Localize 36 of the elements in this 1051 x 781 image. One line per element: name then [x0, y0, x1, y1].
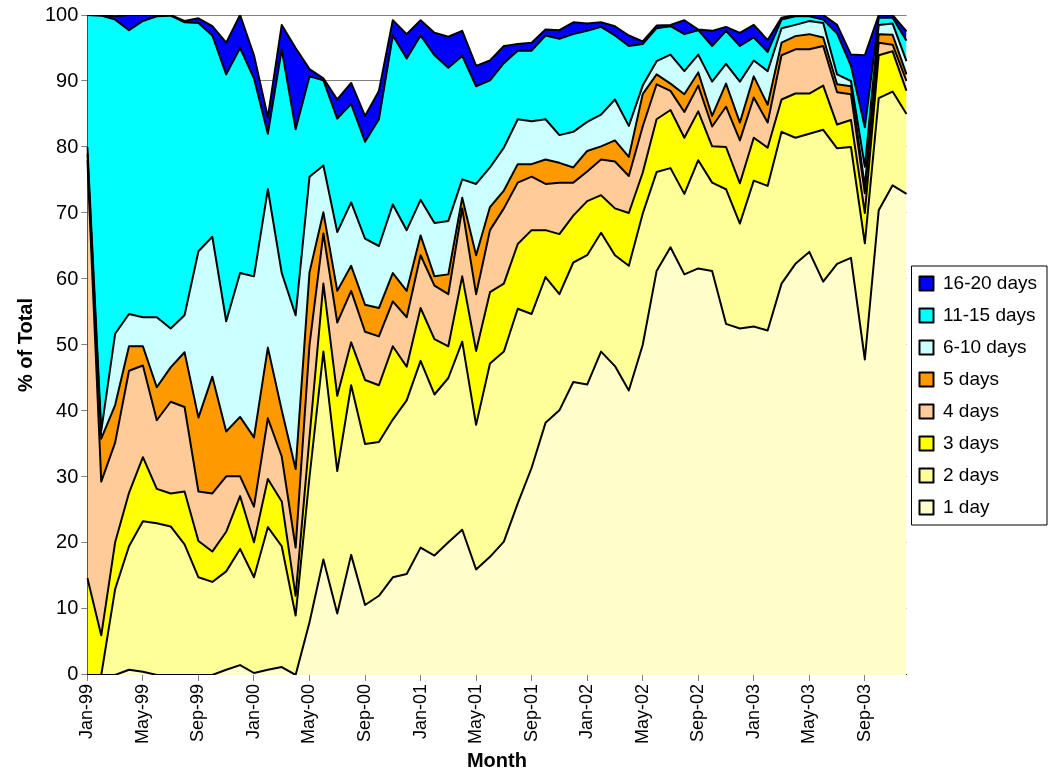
y-tick-label: 70	[56, 200, 79, 223]
x-tick-label: Sep-00	[354, 683, 375, 743]
x-tick-label: Jan-01	[409, 683, 430, 740]
legend-label: 16-20 days	[942, 271, 1038, 293]
legend-label: 6-10 days	[942, 335, 1027, 357]
x-tick-label: May-03	[798, 683, 819, 745]
legend-label: 5 days	[942, 367, 999, 389]
x-tick-label: May-01	[465, 683, 486, 745]
y-tick-label: 20	[56, 530, 79, 553]
y-tick-label: 90	[56, 68, 79, 91]
y-tick-label: 30	[56, 464, 79, 487]
x-axis-title: Month	[466, 748, 527, 771]
y-tick-label: 10	[56, 596, 79, 619]
x-tick-label: Jan-02	[576, 683, 597, 740]
y-tick-label: 50	[56, 332, 79, 355]
legend-label: 3 days	[942, 431, 999, 453]
x-tick-label: Jan-03	[742, 683, 763, 740]
x-tick-label: Sep-03	[853, 683, 874, 743]
x-tick-label: Jan-00	[242, 683, 263, 740]
x-tick-label: May-00	[298, 683, 319, 745]
x-tick-label: Sep-01	[520, 683, 541, 743]
y-tick-label: 100	[44, 2, 79, 25]
y-tick-label: 0	[67, 662, 79, 685]
legend-label: 11-15 days	[942, 303, 1036, 325]
legend-label: 4 days	[942, 399, 999, 421]
legend-label: 1 day	[942, 495, 990, 517]
x-tick-label: May-02	[631, 683, 652, 745]
y-tick-label: 40	[56, 398, 79, 421]
x-tick-label: Sep-99	[187, 683, 208, 743]
y-tick-label: 80	[56, 134, 79, 157]
x-tick-label: Jan-99	[76, 683, 97, 740]
x-tick-label: May-99	[131, 683, 152, 745]
y-tick-label: 60	[56, 266, 79, 289]
legend-label: 2 days	[942, 463, 999, 485]
x-tick-label: Sep-02	[687, 683, 708, 743]
y-axis-title: % of Total	[13, 297, 36, 393]
